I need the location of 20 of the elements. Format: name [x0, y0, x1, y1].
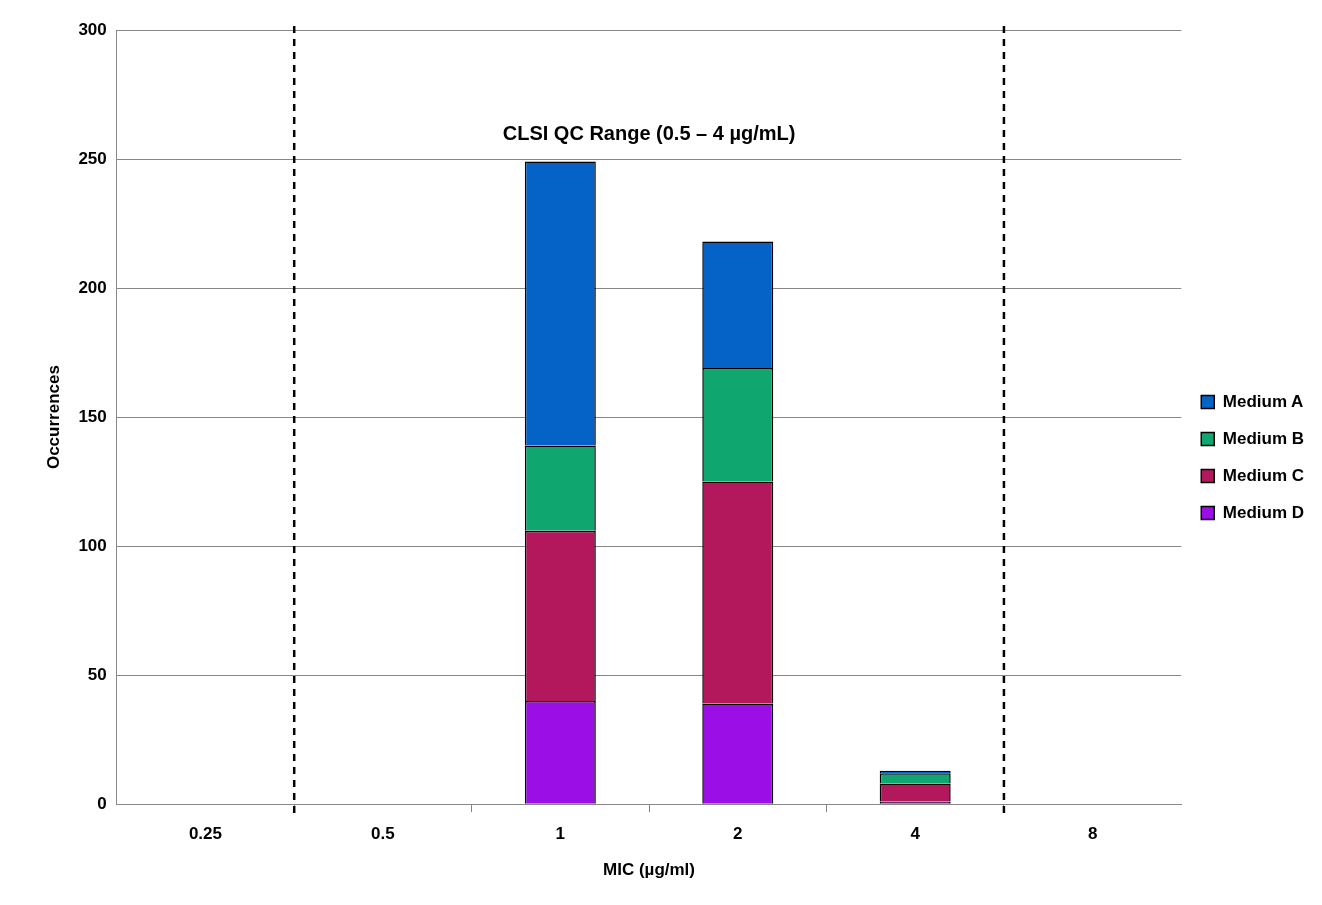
legend-label: Medium C — [1222, 465, 1305, 485]
x-tick-label: 0.5 — [371, 824, 395, 844]
x-tick-label: 1 — [555, 824, 566, 844]
legend-label: Medium A — [1222, 391, 1304, 411]
annotation: CLSI QC Range (0.5 – 4 µg/mL) — [502, 122, 796, 144]
x-tick-label: 2 — [733, 824, 743, 844]
x-tick-label: 0.25 — [188, 824, 222, 844]
y-tick-label: 250 — [78, 148, 107, 168]
legend-label: Medium B — [1222, 428, 1305, 448]
y-axis-title: Occurrences — [43, 365, 63, 470]
x-tick-label: 4 — [910, 824, 921, 844]
y-tick-label: 0 — [97, 793, 107, 813]
x-tick-label: 8 — [1087, 824, 1098, 844]
y-tick-label: 300 — [78, 19, 107, 39]
x-axis-title: MIC (µg/ml) — [603, 860, 695, 880]
y-tick-label: 100 — [78, 535, 107, 555]
legend-label: Medium D — [1222, 502, 1305, 522]
y-tick-label: 150 — [78, 406, 107, 426]
y-tick-label: 50 — [87, 664, 107, 684]
y-tick-label: 200 — [78, 277, 107, 297]
